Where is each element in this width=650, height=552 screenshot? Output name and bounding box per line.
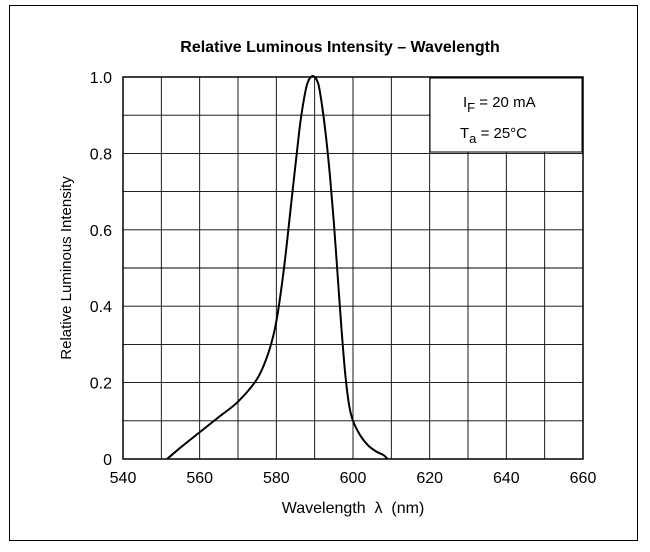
ambient-temperature-label: Ta = 25°C (460, 125, 527, 146)
ambient-temperature-subscript: a (469, 131, 477, 146)
x-tick-label: 660 (570, 470, 597, 487)
y-tick-label: 0.8 (90, 146, 112, 163)
x-tick-label: 560 (186, 470, 213, 487)
x-tick-label: 580 (263, 470, 290, 487)
y-tick-label: 0.2 (90, 376, 112, 393)
y-axis-ticks: 0 0.2 0.4 0.6 0.8 1.0 (90, 70, 112, 469)
condition-box-background (429, 77, 583, 153)
forward-current-subscript: F (467, 100, 475, 115)
ambient-temperature-symbol: T (460, 125, 469, 142)
forward-current-label: IF = 20 mA (463, 94, 536, 115)
series-line (166, 75, 389, 460)
x-axis-label: Wavelength λ (nm) (282, 500, 425, 517)
y-axis-label: Relative Luminous Intensity (58, 176, 75, 360)
x-axis-ticks: 540 560 580 600 620 640 660 (110, 470, 597, 487)
chart-title: Relative Luminous Intensity – Wavelength (180, 39, 499, 56)
plot-border (122, 76, 584, 460)
y-tick-label: 0 (103, 452, 112, 469)
forward-current-symbol: I (463, 94, 467, 111)
y-tick-label: 0.4 (90, 299, 112, 316)
x-tick-label: 620 (416, 470, 443, 487)
x-tick-label: 540 (110, 470, 137, 487)
x-tick-label: 640 (493, 470, 520, 487)
y-tick-label: 0.6 (90, 223, 112, 240)
forward-current-value: = 20 mA (475, 94, 535, 111)
x-tick-label: 600 (340, 470, 367, 487)
condition-box: IF = 20 mA Ta = 25°C (429, 77, 583, 153)
y-tick-label: 1.0 (90, 70, 112, 87)
ambient-temperature-value: = 25°C (476, 125, 527, 142)
